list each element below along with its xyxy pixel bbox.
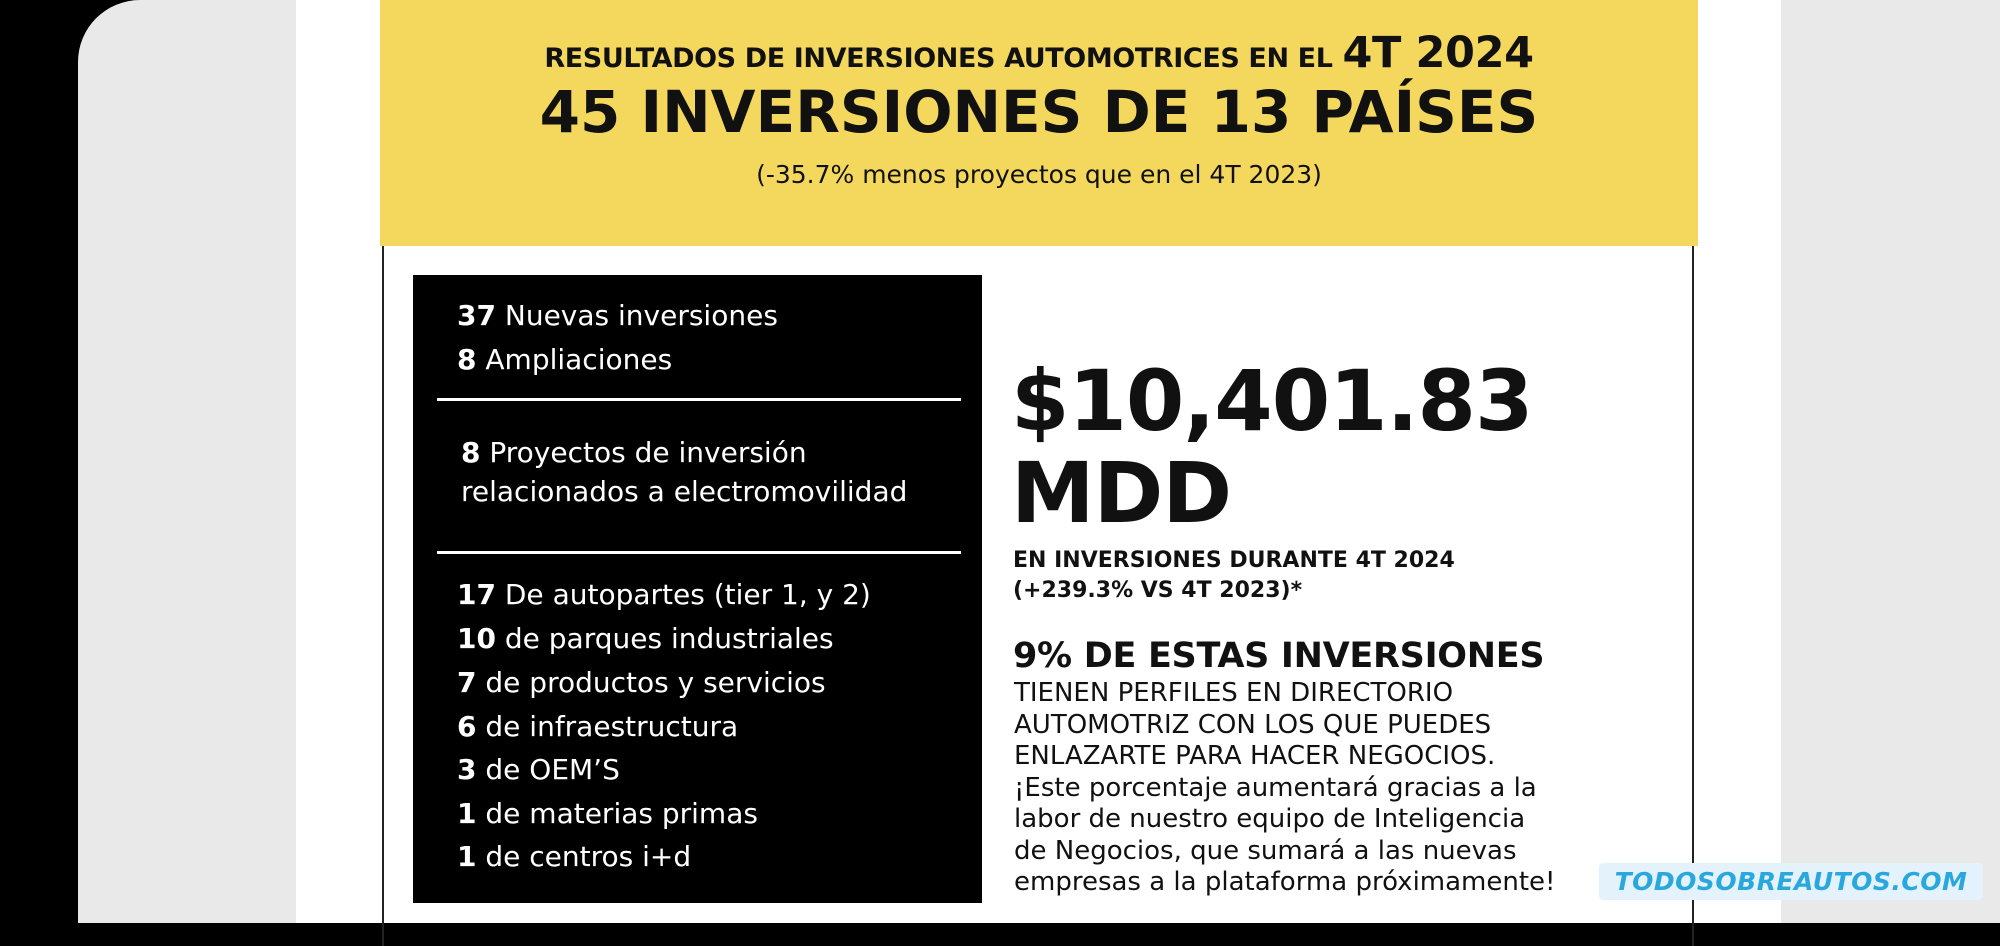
list-item: 1 de materias primas xyxy=(457,797,758,830)
divider xyxy=(437,398,961,401)
list-item: 8 Ampliaciones xyxy=(457,343,672,376)
item-count: 6 xyxy=(457,710,477,743)
banner-title-prefix: RESULTADOS DE INVERSIONES AUTOMOTRICES E… xyxy=(544,43,1333,74)
paragraph-line: AUTOMOTRIZ CON LOS QUE PUEDES xyxy=(1014,709,1492,740)
list-item: 3 de OEM’S xyxy=(457,753,620,786)
paragraph-line: labor de nuestro equipo de Inteligencia xyxy=(1014,804,1526,834)
directory-paragraph: TIENEN PERFILES EN DIRECTORIO AUTOMOTRIZ… xyxy=(1014,678,1555,899)
paragraph-line: ENLAZARTE PARA HACER NEGOCIOS. xyxy=(1014,741,1496,771)
item-count: 10 xyxy=(457,622,496,655)
item-label: De autopartes (tier 1, y 2) xyxy=(504,578,871,611)
total-investment-amount: $10,401.83 MDD xyxy=(1011,352,1533,542)
item-count: 8 xyxy=(461,436,481,469)
amount-caption-line: EN INVERSIONES DURANTE 4T 2024 xyxy=(1013,548,1455,573)
list-item: 6 de infraestructura xyxy=(457,710,738,743)
list-item: 17 De autopartes (tier 1, y 2) xyxy=(457,578,871,611)
item-label: de materias primas xyxy=(485,797,758,830)
content-frame xyxy=(382,246,1694,946)
item-label: Nuevas inversiones xyxy=(504,299,778,332)
list-item: 37 Nuevas inversiones xyxy=(457,299,778,332)
item-label: de infraestructura xyxy=(485,710,739,743)
item-count: 17 xyxy=(457,578,496,611)
paragraph-line: de Negocios, que sumará a las nuevas xyxy=(1014,835,1517,866)
paragraph-line: TIENEN PERFILES EN DIRECTORIO xyxy=(1014,678,1454,708)
banner-headline: 45 INVERSIONES DE 13 PAÍSES xyxy=(539,78,1539,146)
list-item-electromobility-cont: relacionados a electromovilidad xyxy=(461,475,908,508)
item-label: de centros i+d xyxy=(485,840,692,873)
item-label: de OEM’S xyxy=(485,753,620,786)
list-item: 1 de centros i+d xyxy=(457,840,691,873)
banner-title-quarter: 4T 2024 xyxy=(1342,28,1535,78)
list-item-electromobility: 8 Proyectos de inversión xyxy=(461,436,807,469)
item-count: 37 xyxy=(457,299,496,332)
item-label: de parques industriales xyxy=(504,622,834,655)
item-label: de productos y servicios xyxy=(485,666,826,699)
background-panel-right xyxy=(1781,0,2000,923)
banner-subtitle: (-35.7% menos proyectos que en el 4T 202… xyxy=(756,160,1322,189)
item-count: 1 xyxy=(457,797,477,830)
amount-unit: MDD xyxy=(1011,444,1232,542)
banner-title: RESULTADOS DE INVERSIONES AUTOMOTRICES E… xyxy=(380,28,1698,78)
header-banner: RESULTADOS DE INVERSIONES AUTOMOTRICES E… xyxy=(380,0,1698,246)
item-count: 1 xyxy=(457,840,477,873)
list-item: 7 de productos y servicios xyxy=(457,666,826,699)
paragraph-line: empresas a la plataforma próximamente! xyxy=(1014,867,1556,897)
paragraph-line: ¡Este porcentaje aumentará gracias a la xyxy=(1014,772,1537,803)
site-watermark: TODOSOBREAUTOS.COM xyxy=(1599,863,1983,900)
amount-value: $10,401.83 xyxy=(1011,352,1533,450)
item-count: 7 xyxy=(457,666,477,699)
item-count: 3 xyxy=(457,753,477,786)
investment-breakdown-box: 37 Nuevas inversiones 8 Ampliaciones 8 P… xyxy=(413,275,982,903)
directory-highlight: 9% DE ESTAS INVERSIONES xyxy=(1013,636,1545,676)
amount-growth: (+239.3% VS 4T 2023)* xyxy=(1013,578,1303,603)
item-label: Proyectos de inversión xyxy=(489,436,807,469)
amount-caption: EN INVERSIONES DURANTE 4T 2024 (+239.3% … xyxy=(1013,546,1455,606)
item-count: 8 xyxy=(457,343,477,376)
list-item: 10 de parques industriales xyxy=(457,622,834,655)
divider xyxy=(437,551,961,554)
item-label: Ampliaciones xyxy=(485,343,673,376)
